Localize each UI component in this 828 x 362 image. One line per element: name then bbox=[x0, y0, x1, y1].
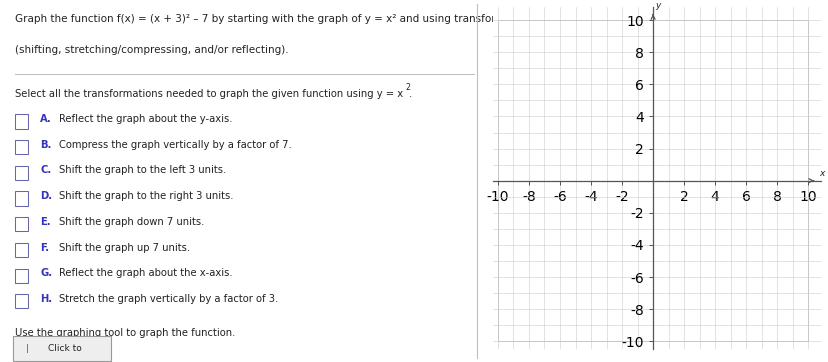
Text: x: x bbox=[818, 169, 824, 178]
Bar bbox=[15, 294, 28, 308]
Text: Shift the graph to the left 3 units.: Shift the graph to the left 3 units. bbox=[59, 165, 226, 176]
Text: D.: D. bbox=[40, 191, 52, 201]
Bar bbox=[15, 191, 28, 206]
Text: G.: G. bbox=[40, 268, 52, 278]
Text: Compress the graph vertically by a factor of 7.: Compress the graph vertically by a facto… bbox=[59, 140, 291, 150]
Text: C.: C. bbox=[40, 165, 51, 176]
Text: Shift the graph down 7 units.: Shift the graph down 7 units. bbox=[59, 217, 204, 227]
Text: Shift the graph to the right 3 units.: Shift the graph to the right 3 units. bbox=[59, 191, 233, 201]
Text: Stretch the graph vertically by a factor of 3.: Stretch the graph vertically by a factor… bbox=[59, 294, 277, 304]
Text: E.: E. bbox=[40, 217, 51, 227]
Text: .: . bbox=[408, 89, 412, 99]
Text: Shift the graph up 7 units.: Shift the graph up 7 units. bbox=[59, 243, 190, 253]
Text: Select all the transformations needed to graph the given function using y = x: Select all the transformations needed to… bbox=[15, 89, 403, 99]
Bar bbox=[15, 217, 28, 231]
Text: |: | bbox=[26, 344, 29, 353]
Text: H.: H. bbox=[40, 294, 52, 304]
Text: Use the graphing tool to graph the function.: Use the graphing tool to graph the funct… bbox=[15, 328, 235, 338]
Text: Reflect the graph about the y-axis.: Reflect the graph about the y-axis. bbox=[59, 114, 232, 124]
Text: Click to: Click to bbox=[48, 344, 82, 353]
Text: 2: 2 bbox=[405, 83, 410, 92]
Bar bbox=[15, 269, 28, 283]
Text: Reflect the graph about the x-axis.: Reflect the graph about the x-axis. bbox=[59, 268, 232, 278]
Text: y: y bbox=[655, 1, 660, 10]
FancyBboxPatch shape bbox=[13, 336, 111, 361]
Bar bbox=[15, 114, 28, 129]
Bar bbox=[15, 243, 28, 257]
Text: Graph the function f(x) = (x + 3)² – 7 by starting with the graph of y = x² and : Graph the function f(x) = (x + 3)² – 7 b… bbox=[15, 14, 537, 25]
Text: B.: B. bbox=[40, 140, 51, 150]
Text: F.: F. bbox=[40, 243, 49, 253]
Text: A.: A. bbox=[40, 114, 52, 124]
Text: (shifting, stretching/compressing, and/or reflecting).: (shifting, stretching/compressing, and/o… bbox=[15, 45, 289, 55]
Bar bbox=[15, 140, 28, 154]
Bar bbox=[15, 166, 28, 180]
